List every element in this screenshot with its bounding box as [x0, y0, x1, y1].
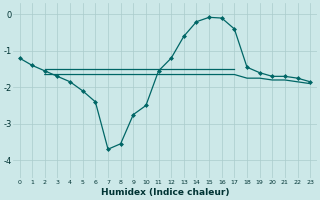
X-axis label: Humidex (Indice chaleur): Humidex (Indice chaleur)	[100, 188, 229, 197]
